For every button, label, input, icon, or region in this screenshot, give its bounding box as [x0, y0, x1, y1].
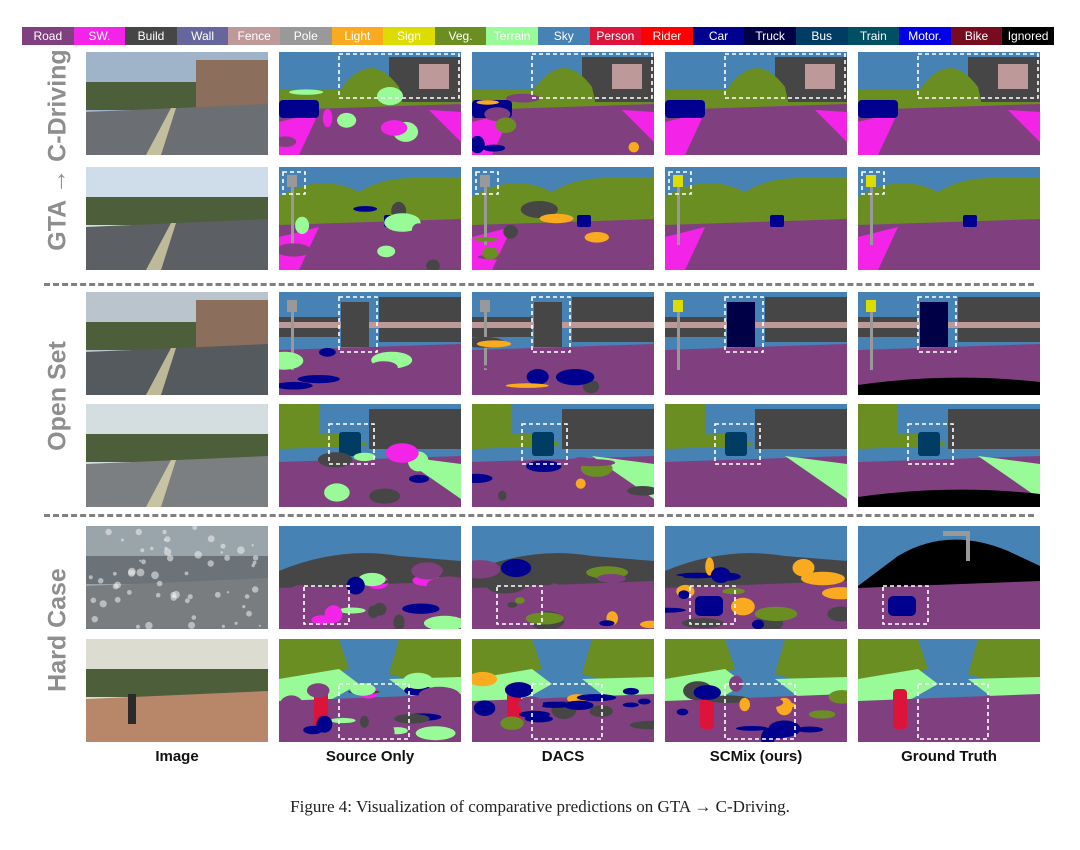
segmentation-ground-truth	[858, 526, 1040, 629]
legend-item-fence: Fence	[228, 27, 280, 45]
figure-caption: Figure 4: Visualization of comparative p…	[290, 797, 790, 816]
legend-item-wall: Wall	[176, 27, 229, 45]
input-image	[86, 52, 268, 155]
column-label-dacs: DACS	[541, 748, 585, 765]
segmentation-source-only	[279, 292, 461, 395]
segmentation-dacs	[472, 292, 654, 395]
group-divider	[44, 283, 1034, 286]
segmentation-scmix	[665, 52, 847, 155]
class-color-legend: Road SW. Build Wall Fence Pole Light Sign Veg. Te…	[22, 27, 1054, 45]
input-image	[86, 526, 268, 629]
legend-item-motor: Motor.	[899, 27, 951, 45]
legend-item-sw: SW.	[73, 27, 126, 45]
legend-item-pole: Pole	[279, 27, 332, 45]
legend-item-bike: Bike	[950, 27, 1003, 45]
legend-item-terrain: Terrain	[486, 27, 538, 45]
segmentation-scmix	[665, 292, 847, 395]
segmentation-dacs	[472, 167, 654, 270]
legend-item-road: Road	[22, 27, 74, 45]
row-group-label-open-set: Open Set	[43, 341, 72, 451]
segmentation-scmix	[665, 639, 847, 742]
legend-item-sign: Sign	[383, 27, 435, 45]
group-divider	[44, 514, 1034, 517]
legend-item-truck: Truck	[744, 27, 796, 45]
segmentation-ground-truth	[858, 52, 1040, 155]
legend-item-ignored: Ignored	[1002, 27, 1054, 45]
segmentation-dacs	[472, 404, 654, 507]
legend-item-build: Build	[125, 27, 177, 45]
segmentation-dacs	[472, 639, 654, 742]
input-image	[86, 404, 268, 507]
legend-item-train: Train	[847, 27, 900, 45]
input-image	[86, 167, 268, 270]
legend-item-car: Car	[692, 27, 745, 45]
segmentation-ground-truth	[858, 292, 1040, 395]
segmentation-dacs	[472, 52, 654, 155]
input-image	[86, 639, 268, 742]
legend-item-light: Light	[331, 27, 384, 45]
segmentation-scmix	[665, 167, 847, 270]
segmentation-dacs	[472, 526, 654, 629]
legend-item-bus: Bus	[795, 27, 848, 45]
column-label-ground-truth: Ground Truth	[901, 748, 997, 765]
legend-item-veg: Veg.	[434, 27, 487, 45]
legend-item-sky: Sky	[537, 27, 590, 45]
column-label-scmix: SCMix (ours)	[709, 748, 803, 765]
segmentation-source-only	[279, 526, 461, 629]
segmentation-ground-truth	[858, 639, 1040, 742]
row-group-label-gta-c-driving: GTA → C-Driving	[43, 49, 72, 251]
segmentation-source-only	[279, 404, 461, 507]
column-label-source-only: Source Only	[325, 748, 415, 765]
input-image	[86, 292, 268, 395]
segmentation-ground-truth	[858, 167, 1040, 270]
column-label-image: Image	[155, 748, 199, 765]
legend-item-rider: Rider	[641, 27, 693, 45]
segmentation-scmix	[665, 526, 847, 629]
row-group-label-hard-case: Hard Case	[43, 568, 72, 692]
segmentation-scmix	[665, 404, 847, 507]
segmentation-ground-truth	[858, 404, 1040, 507]
segmentation-source-only	[279, 639, 461, 742]
segmentation-source-only	[279, 52, 461, 155]
legend-item-person: Person	[589, 27, 642, 45]
segmentation-source-only	[279, 167, 461, 270]
